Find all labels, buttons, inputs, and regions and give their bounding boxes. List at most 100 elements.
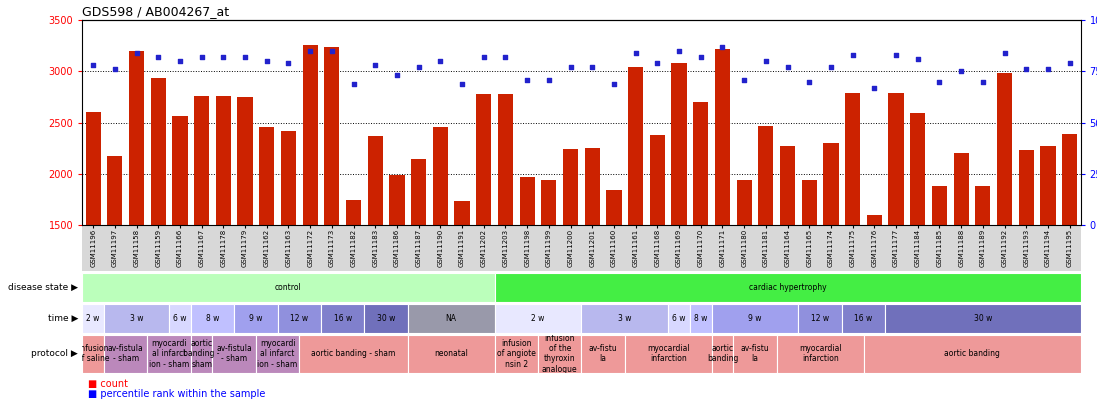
Point [215, 54, 233, 60]
Point [670, 48, 688, 54]
Bar [690, 304, 712, 333]
Bar [213, 335, 256, 373]
Text: 12 w: 12 w [811, 314, 829, 323]
Point [193, 54, 211, 60]
Point [692, 54, 710, 60]
Text: disease state ▶: disease state ▶ [8, 283, 78, 292]
Point [1039, 66, 1056, 72]
Text: myocardi
al infarct
ion - sham: myocardi al infarct ion - sham [149, 339, 189, 369]
Bar [108, 156, 123, 378]
Bar [432, 127, 448, 378]
Bar [498, 94, 513, 378]
Text: 16 w: 16 w [855, 314, 872, 323]
Point [974, 78, 992, 85]
Bar [931, 186, 947, 378]
Bar [194, 96, 210, 378]
Bar [147, 335, 191, 373]
Bar [367, 136, 383, 378]
Point [171, 58, 189, 64]
Point [453, 81, 471, 87]
Bar [454, 201, 470, 378]
Bar [82, 273, 495, 302]
Text: 30 w: 30 w [974, 314, 992, 323]
Bar [104, 304, 169, 333]
Bar [303, 45, 318, 378]
Bar [172, 116, 188, 378]
Bar [777, 335, 863, 373]
Bar [520, 177, 534, 378]
Text: 3 w: 3 w [618, 314, 632, 323]
Bar [563, 149, 578, 378]
Point [1061, 60, 1078, 66]
Text: 9 w: 9 w [249, 314, 262, 323]
Point [540, 76, 557, 83]
Point [648, 60, 666, 66]
Bar [581, 335, 625, 373]
Text: 2 w: 2 w [531, 314, 545, 323]
Point [844, 52, 861, 58]
Point [930, 78, 948, 85]
Point [475, 54, 493, 60]
Bar [1019, 150, 1033, 378]
Bar [668, 304, 690, 333]
Bar [736, 180, 751, 378]
Bar [863, 335, 1081, 373]
Point [952, 68, 970, 75]
Point [258, 58, 275, 64]
Bar [607, 190, 622, 378]
Bar [541, 180, 556, 378]
Bar [889, 93, 904, 378]
Bar [216, 96, 231, 378]
Bar [997, 73, 1013, 378]
Bar [495, 335, 538, 373]
Bar [802, 180, 817, 378]
Point [887, 52, 905, 58]
Bar [1040, 146, 1055, 378]
Text: infusion
of the
thyroxin
analogue: infusion of the thyroxin analogue [542, 334, 577, 374]
Point [497, 54, 514, 60]
Bar [671, 63, 687, 378]
Bar [346, 200, 361, 378]
Bar [364, 304, 408, 333]
Bar [82, 335, 104, 373]
Bar [629, 67, 643, 378]
Text: infusion
of angiote
nsin 2: infusion of angiote nsin 2 [497, 339, 535, 369]
Bar [299, 335, 408, 373]
Text: protocol ▶: protocol ▶ [31, 349, 78, 358]
Bar [104, 335, 147, 373]
Text: aortic
banding -
sham: aortic banding - sham [183, 339, 219, 369]
Text: av-fistu
la: av-fistu la [589, 344, 618, 363]
Bar [325, 47, 339, 378]
Text: 12 w: 12 w [291, 314, 308, 323]
Text: 6 w: 6 w [173, 314, 186, 323]
Bar [150, 77, 166, 378]
Bar [625, 335, 712, 373]
Point [562, 64, 579, 70]
Text: control: control [275, 283, 302, 292]
Point [431, 58, 449, 64]
Text: 6 w: 6 w [672, 314, 686, 323]
Bar [841, 304, 885, 333]
Bar [715, 49, 731, 378]
Point [714, 44, 732, 50]
Point [127, 50, 145, 56]
Text: myocardial
infarction: myocardial infarction [799, 344, 841, 363]
Text: av-fistu
la: av-fistu la [740, 344, 769, 363]
Text: aortic
banding: aortic banding [706, 344, 738, 363]
Text: av-fistula
- sham: av-fistula - sham [216, 344, 252, 363]
Bar [234, 304, 278, 333]
Bar [953, 153, 969, 378]
Bar [845, 93, 860, 378]
Bar [237, 97, 252, 378]
Bar [278, 304, 321, 333]
Bar [581, 304, 668, 333]
Text: 8 w: 8 w [694, 314, 708, 323]
Bar [538, 335, 581, 373]
Point [519, 76, 536, 83]
Bar [733, 335, 777, 373]
Text: 16 w: 16 w [333, 314, 352, 323]
Text: 8 w: 8 w [206, 314, 219, 323]
Bar [867, 215, 882, 378]
Text: 3 w: 3 w [129, 314, 144, 323]
Point [302, 48, 319, 54]
